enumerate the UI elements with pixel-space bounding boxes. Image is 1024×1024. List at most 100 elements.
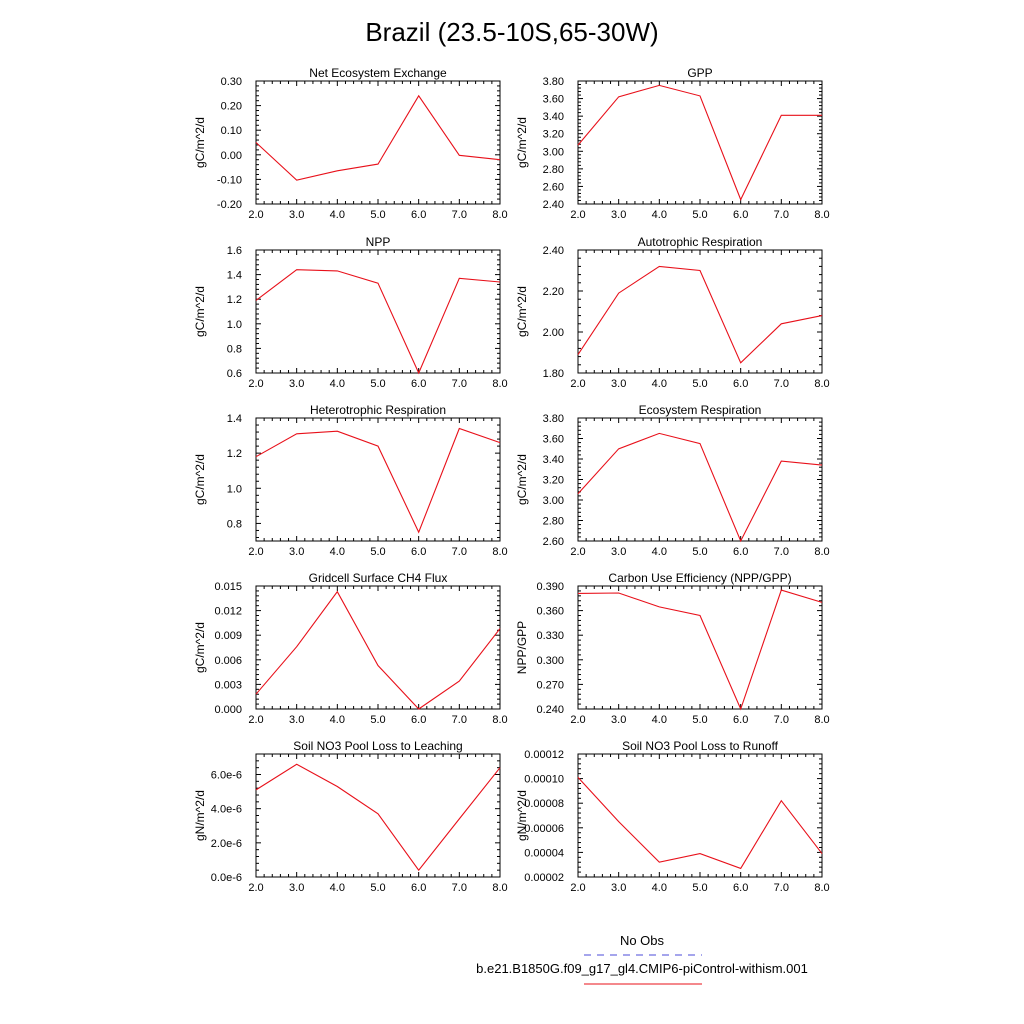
y-tick-label: 1.0 [227,319,242,331]
x-tick-label: 6.0 [411,546,426,558]
x-tick-label: 5.0 [692,882,707,894]
panel-soil-no3-pool-loss-to-runoff: Soil NO3 Pool Loss to Runoff gN/m^2/d 2.0 3… [515,739,830,894]
x-tick-label: 7.0 [774,378,789,390]
y-tick-label: 6.0e-6 [211,770,242,782]
x-tick-label: 4.0 [652,882,667,894]
y-tick-label: 1.2 [227,448,242,460]
y-tick-label: 0.006 [214,655,242,667]
x-tick-label: 7.0 [452,714,467,726]
x-tick-label: 5.0 [692,378,707,390]
x-tick-label: 2.0 [248,209,263,221]
y-tick-label: 1.80 [543,368,564,380]
x-tick-label: 2.0 [570,714,585,726]
panel-soil-no3-pool-loss-to-leaching: Soil NO3 Pool Loss to Leaching gN/m^2/d 2.… [193,739,508,894]
x-tick-label: 3.0 [289,378,304,390]
y-tick-label: 2.00 [543,327,564,339]
y-tick-label: 0.012 [214,606,242,618]
y-tick-label: 2.80 [543,164,564,176]
x-tick-label: 6.0 [411,209,426,221]
y-axis-label: gC/m^2/d [193,454,207,505]
y-tick-label: 0.6 [227,368,242,380]
x-tick-label: 3.0 [611,882,626,894]
y-tick-label: 0.8 [227,343,242,355]
x-tick-label: 5.0 [692,546,707,558]
y-axis-label: gC/m^2/d [193,286,207,337]
panel-gpp: GPP gC/m^2/d 2.0 3.0 4.0 5.0 6.0 7.0 8.0 2.40 2.60… [515,66,830,221]
x-tick-label: 7.0 [452,378,467,390]
panel-ecosystem-respiration: Ecosystem Respiration gC/m^2/d 2.0 3.0 4.0 5.… [515,403,830,558]
y-tick-label: 0.00010 [524,774,564,786]
y-tick-label: 0.00004 [524,847,564,859]
y-tick-label: 0.009 [214,630,242,642]
y-tick-label: 3.00 [543,495,564,507]
panel-autotrophic-respiration: Autotrophic Respiration gC/m^2/d 2.0 3.0 4.0… [515,235,830,390]
x-tick-label: 7.0 [452,209,467,221]
panels: Net Ecosystem Exchange gC/m^2/d 2.0 3.0 4.0 5… [193,66,830,894]
panel-title: Ecosystem Respiration [639,403,762,417]
panel-title: Heterotrophic Respiration [310,403,446,417]
x-tick-label: 8.0 [814,209,829,221]
y-tick-label: 3.20 [543,129,564,141]
y-tick-label: 0.00002 [524,872,564,884]
x-tick-label: 2.0 [570,882,585,894]
panel-carbon-use-efficiency-npp-gpp: Carbon Use Efficiency (NPP/GPP) NPP/GPP 2.… [515,571,830,726]
x-tick-label: 7.0 [774,546,789,558]
figure-title: Brazil (23.5-10S,65-30W) [365,17,658,47]
y-tick-label: 2.20 [543,286,564,298]
y-axis-label: gN/m^2/d [193,790,207,841]
series-line [255,427,501,534]
x-tick-label: 8.0 [492,546,507,558]
y-tick-label: 1.4 [227,413,242,425]
y-tick-label: 0.00008 [524,798,564,810]
y-tick-label: 3.80 [543,76,564,88]
y-tick-label: -0.10 [217,174,242,186]
x-tick-label: 6.0 [411,714,426,726]
y-tick-label: 0.390 [536,581,564,593]
y-tick-label: 3.40 [543,111,564,123]
x-tick-label: 3.0 [289,546,304,558]
x-tick-label: 5.0 [692,714,707,726]
y-tick-label: 2.80 [543,516,564,528]
y-tick-label: 0.10 [221,125,242,137]
x-tick-label: 5.0 [692,209,707,221]
x-tick-label: 7.0 [452,546,467,558]
series-line [577,777,823,870]
x-tick-label: 8.0 [492,882,507,894]
x-tick-label: 6.0 [733,209,748,221]
y-tick-label: 0.240 [536,704,564,716]
x-tick-label: 6.0 [411,378,426,390]
x-tick-label: 3.0 [289,209,304,221]
panel-title: Soil NO3 Pool Loss to Runoff [622,739,779,753]
series-line [255,94,501,181]
legend-obs-label: No Obs [620,933,665,948]
x-tick-label: 6.0 [411,882,426,894]
x-tick-label: 4.0 [330,546,345,558]
y-axis-label: gC/m^2/d [515,454,529,505]
panel-title: GPP [687,66,712,80]
x-tick-label: 6.0 [733,546,748,558]
y-tick-label: 3.00 [543,146,564,158]
y-tick-label: 3.40 [543,454,564,466]
y-tick-label: 1.0 [227,483,242,495]
y-axis-label: gC/m^2/d [515,117,529,168]
x-tick-label: 6.0 [733,714,748,726]
y-tick-label: 2.40 [543,245,564,257]
panel-npp: NPP gC/m^2/d 2.0 3.0 4.0 5.0 6.0 7.0 8.0 0.6 0.8 1.… [193,235,508,390]
x-tick-label: 8.0 [492,714,507,726]
series-line [577,84,822,201]
x-tick-label: 2.0 [570,378,585,390]
y-axis-label: gC/m^2/d [515,286,529,337]
x-tick-label: 3.0 [611,546,626,558]
x-tick-label: 5.0 [370,209,385,221]
x-tick-label: 8.0 [814,546,829,558]
x-tick-label: 2.0 [248,714,263,726]
panel-gridcell-surface-ch4-flux: Gridcell Surface CH4 Flux gC/m^2/d 2.0 3.0 4… [193,571,508,726]
x-tick-label: 4.0 [652,378,667,390]
y-axis-label: NPP/GPP [515,621,529,674]
y-tick-label: 3.60 [543,434,564,446]
x-tick-label: 8.0 [492,378,507,390]
y-tick-label: 0.330 [536,630,564,642]
x-tick-label: 3.0 [611,209,626,221]
x-tick-label: 8.0 [814,378,829,390]
x-tick-label: 7.0 [452,882,467,894]
